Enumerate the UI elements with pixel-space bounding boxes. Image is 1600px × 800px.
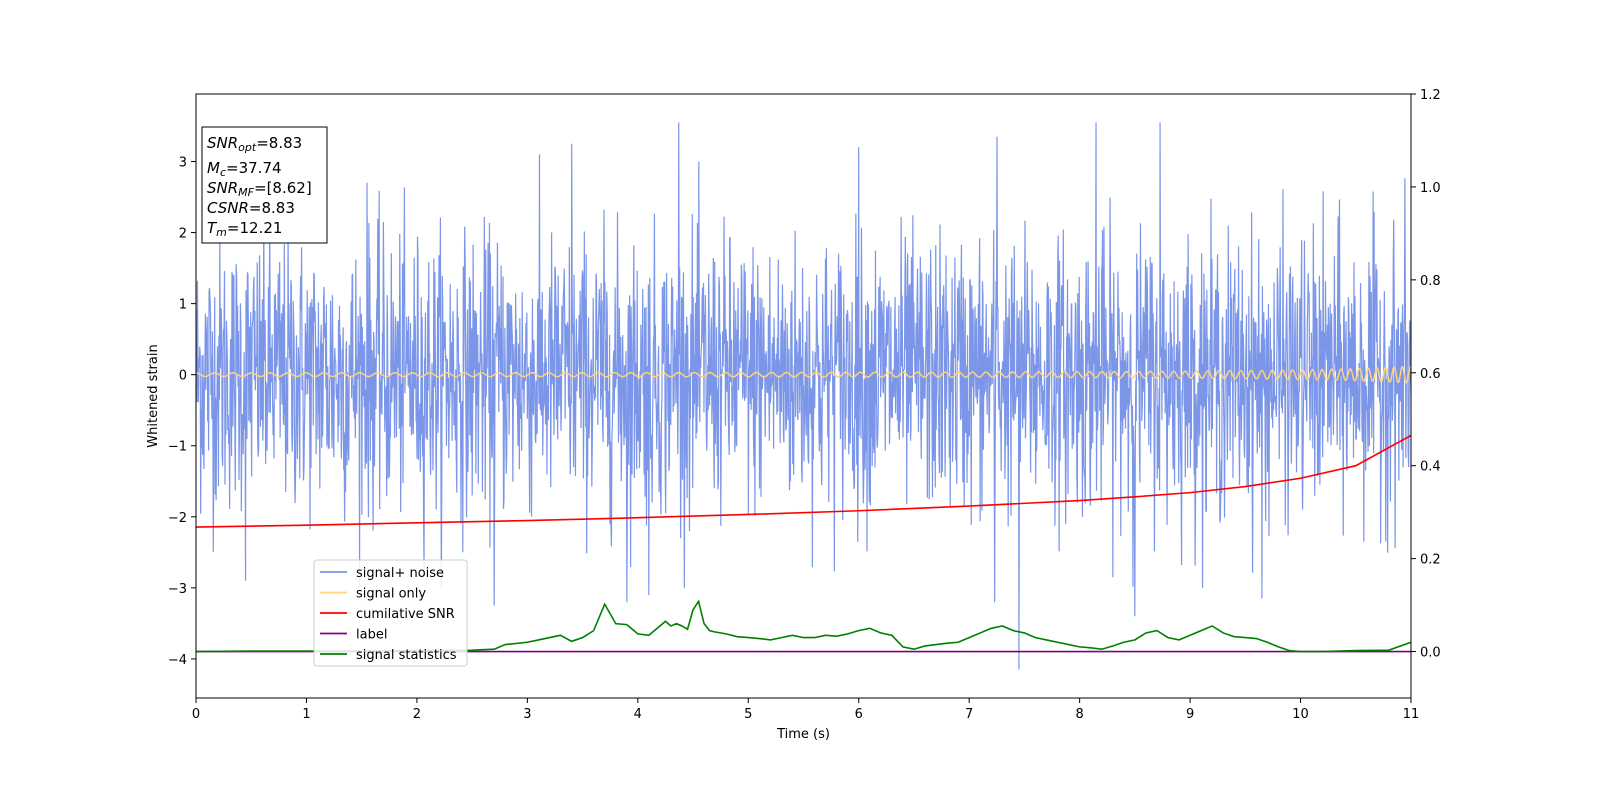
x-tick-label: 6 [855,707,863,722]
legend-label: cumilative SNR [356,607,455,622]
legend-label: signal statistics [356,648,457,663]
info-tm: Tm=12.21 [207,219,282,239]
legend-label: label [356,628,387,643]
info-snr-mf-symbol: SNR [207,179,238,197]
series-signal-statistics [196,599,1411,653]
info-box-frame [201,126,328,244]
y-left-tick-label: −3 [168,582,187,597]
y-left-tick-label: 1 [179,298,187,313]
y-left-tick-label: 3 [179,156,187,171]
x-tick-label: 0 [192,707,200,722]
x-tick-label: 11 [1403,707,1420,722]
y-left-tick-label: 0 [179,369,187,384]
info-snr-opt-sub: opt [238,141,257,154]
y-axis-label: Whitened strain [146,344,161,447]
x-tick-label: 8 [1075,707,1083,722]
series-cumulative-snr [196,434,1411,528]
axes-layer: 0 1 2 3 4 5 6 7 8 9 10 11 −4 −3 −2 −1 0 1 2 3 0.0 0.2 0.4 0.6 0.… [168,88,1441,722]
y-right-tick-label: 0.0 [1420,646,1441,661]
legend-frame [313,559,468,667]
info-mc-sub: c [220,166,226,179]
x-axis-label: Time (s) [776,727,830,742]
series-signal-only [196,365,1411,384]
info-tm-value: =12.21 [227,219,283,237]
legend-entries: signal+ noise signal only cumilative SNR la… [320,566,457,663]
legend-label: signal+ noise [356,566,444,581]
info-box: SNRopt=8.83 Mc=37.74 SNRMF=[8.62] CSNR=8… [201,126,328,244]
info-csnr: CSNR=8.83 [207,199,295,217]
info-tm-sub: m [216,226,227,239]
y-right-tick-label: 0.6 [1420,367,1441,382]
info-snr-opt-value: =8.83 [256,134,302,152]
y-right-tick-label: 1.0 [1420,181,1441,196]
info-mc-value: =37.74 [226,159,282,177]
info-tm-symbol: T [207,219,218,237]
x-tick-label: 2 [413,707,421,722]
y-right-tick-label: 0.4 [1420,460,1441,475]
info-snr-opt: SNRopt=8.83 [207,134,302,154]
y-right-tick-label: 0.8 [1420,274,1441,289]
info-mc: Mc=37.74 [207,159,282,179]
x-tick-label: 7 [965,707,973,722]
info-mc-symbol: M [207,159,220,177]
y-left-tick-label: 2 [179,227,187,242]
x-tick-label: 4 [634,707,642,722]
info-snr-mf-sub: MF [238,186,254,199]
x-tick-label: 10 [1292,707,1309,722]
y-right-tick-label: 1.2 [1420,88,1441,103]
legend-label: signal only [356,587,426,602]
info-csnr-symbol: CSNR [207,199,249,217]
y-left-tick-label: −4 [168,653,187,668]
x-tick-label: 1 [302,707,310,722]
series-signal-noise [196,122,1411,670]
y-right-tick-label: 0.2 [1420,553,1441,568]
legend: signal+ noise signal only cumilative SNR la… [313,559,468,667]
info-csnr-value: =8.83 [249,199,295,217]
x-tick-label: 3 [523,707,531,722]
y-left-tick-label: −2 [168,511,187,526]
x-tick-label: 5 [744,707,752,722]
info-snr-mf: SNRMF=[8.62] [207,179,312,199]
info-snr-opt-symbol: SNR [207,134,238,152]
x-tick-label: 9 [1186,707,1194,722]
axes-frame [195,93,1412,699]
info-snr-mf-value: =[8.62] [254,179,312,197]
y-left-tick-label: −1 [168,440,187,455]
